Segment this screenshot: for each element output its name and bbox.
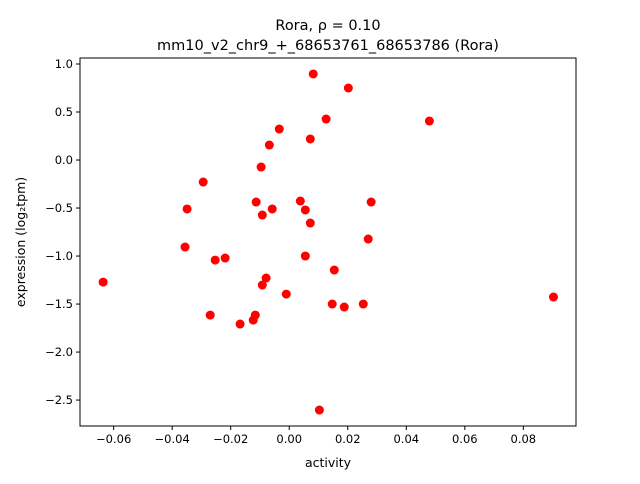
data-point [220, 253, 230, 263]
x-tick-label: 0.02 [335, 432, 361, 446]
data-point [295, 196, 305, 206]
data-point [182, 204, 192, 214]
x-tick-label: −0.02 [213, 432, 248, 446]
x-tick-label: 0.06 [452, 432, 478, 446]
x-tick-label: 0.08 [511, 432, 537, 446]
data-point [264, 140, 274, 150]
x-axis-label: activity [305, 455, 352, 470]
x-tick-label: −0.04 [155, 432, 190, 446]
x-tick-label: −0.06 [96, 432, 131, 446]
data-point [366, 197, 376, 207]
x-tick-label: 0.04 [393, 432, 419, 446]
data-point [300, 251, 310, 261]
data-point [358, 299, 368, 309]
data-point [205, 310, 215, 320]
y-tick-label: −0.5 [45, 201, 73, 215]
data-point [321, 114, 331, 124]
data-point [235, 319, 245, 329]
data-point [257, 210, 267, 220]
data-point [305, 218, 315, 228]
data-point [424, 116, 434, 126]
y-tick-label: −1.0 [45, 249, 73, 263]
y-tick-label: 0.5 [55, 105, 73, 119]
data-point [261, 273, 271, 283]
data-point [180, 242, 190, 252]
plot-frame [79, 57, 577, 427]
data-point [198, 177, 208, 187]
data-point [256, 162, 266, 172]
y-axis-label: expression (log₂tpm) [13, 177, 28, 307]
data-point [281, 289, 291, 299]
data-point [274, 124, 284, 134]
y-tick-label: −2.0 [45, 345, 73, 359]
data-point [308, 69, 318, 79]
data-point [343, 83, 353, 93]
data-point [339, 302, 349, 312]
data-point [329, 265, 339, 275]
data-point [314, 405, 324, 415]
data-point [300, 205, 310, 215]
chart-title: Rora, ρ = 0.10 [275, 18, 380, 34]
x-tick-label: 0.00 [276, 432, 302, 446]
data-point [327, 299, 337, 309]
y-tick-label: 1.0 [55, 57, 73, 71]
data-point [98, 277, 108, 287]
data-point [210, 255, 220, 265]
chart-subtitle: mm10_v2_chr9_+_68653761_68653786 (Rora) [157, 38, 499, 54]
y-tick-label: −1.5 [45, 297, 73, 311]
data-point [548, 292, 558, 302]
data-point [305, 134, 315, 144]
data-point [248, 315, 258, 325]
data-point [257, 280, 267, 290]
data-point [267, 204, 277, 214]
y-tick-label: −2.5 [45, 393, 73, 407]
data-point [251, 197, 261, 207]
y-tick-label: 0.0 [55, 153, 73, 167]
data-point [363, 234, 373, 244]
